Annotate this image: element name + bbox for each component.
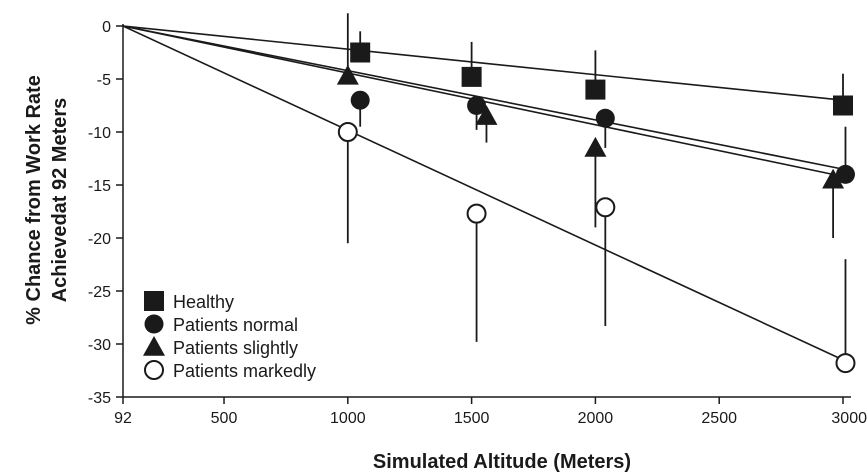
data-point-circle bbox=[595, 108, 615, 128]
y-tick-label: -20 bbox=[88, 231, 111, 248]
legend-marker-circle bbox=[144, 314, 164, 334]
y-tick-label: -35 bbox=[88, 390, 111, 407]
data-point-open-circle bbox=[466, 203, 487, 224]
data-point-triangle bbox=[336, 64, 359, 85]
data-point-open-circle bbox=[835, 353, 856, 374]
axes bbox=[116, 24, 851, 404]
data-point-square bbox=[350, 42, 371, 63]
data-point-circle bbox=[350, 90, 370, 110]
legend-label: Patients slightly bbox=[173, 338, 298, 358]
x-tick-label: 92 bbox=[114, 410, 132, 427]
fit-line-square bbox=[122, 25, 844, 101]
y-tick-label: -10 bbox=[88, 125, 111, 142]
data-point-circle bbox=[467, 96, 487, 115]
y-axis-title-line-1: % Chance from Work Rate bbox=[23, 75, 45, 325]
legend-marker-square bbox=[144, 291, 164, 311]
data-point-open-circle bbox=[337, 122, 358, 142]
data-point-triangle bbox=[475, 105, 498, 125]
data-point-triangle bbox=[822, 168, 845, 189]
y-tick-label: -15 bbox=[88, 178, 111, 195]
data-point-square bbox=[461, 66, 482, 87]
data-point-open-circle bbox=[595, 197, 616, 218]
legend-label: Healthy bbox=[173, 292, 234, 312]
y-tick-label: -30 bbox=[88, 337, 111, 354]
x-tick-label: 1000 bbox=[330, 410, 366, 427]
x-tick-label: 2500 bbox=[701, 410, 737, 427]
y-axis-title-line-2: Achievedat 92 Meters bbox=[49, 98, 71, 303]
error-bars bbox=[346, 13, 847, 364]
fit-line-circle bbox=[122, 25, 844, 170]
legend-label: Patients normal bbox=[173, 315, 298, 335]
y-axis-title: % Chance from Work Rate Achievedat 92 Me… bbox=[23, 75, 71, 325]
legend-marker-open-circle bbox=[144, 360, 164, 380]
x-tick-label: 3000 bbox=[831, 410, 867, 427]
data-point-triangle bbox=[584, 136, 607, 157]
fit-line-open-circle bbox=[122, 25, 844, 361]
legend-label: Patients markedly bbox=[173, 361, 316, 381]
data-point-square bbox=[833, 95, 853, 116]
legend-marker-triangle bbox=[143, 336, 165, 356]
data-point-square bbox=[585, 79, 606, 100]
x-tick-label: 500 bbox=[211, 410, 238, 427]
y-tick-label: -5 bbox=[97, 72, 111, 89]
data-markers bbox=[336, 42, 856, 374]
y-tick-label: -25 bbox=[88, 284, 111, 301]
y-tick-label: 0 bbox=[102, 19, 111, 36]
legend: Healthy Patients normal Patients slightly P… bbox=[143, 291, 316, 381]
data-point-circle bbox=[835, 164, 855, 184]
x-tick-label: 1500 bbox=[454, 410, 490, 427]
x-tick-label: 2000 bbox=[578, 410, 614, 427]
x-axis-title: Simulated Altitude (Meters) bbox=[373, 451, 631, 473]
